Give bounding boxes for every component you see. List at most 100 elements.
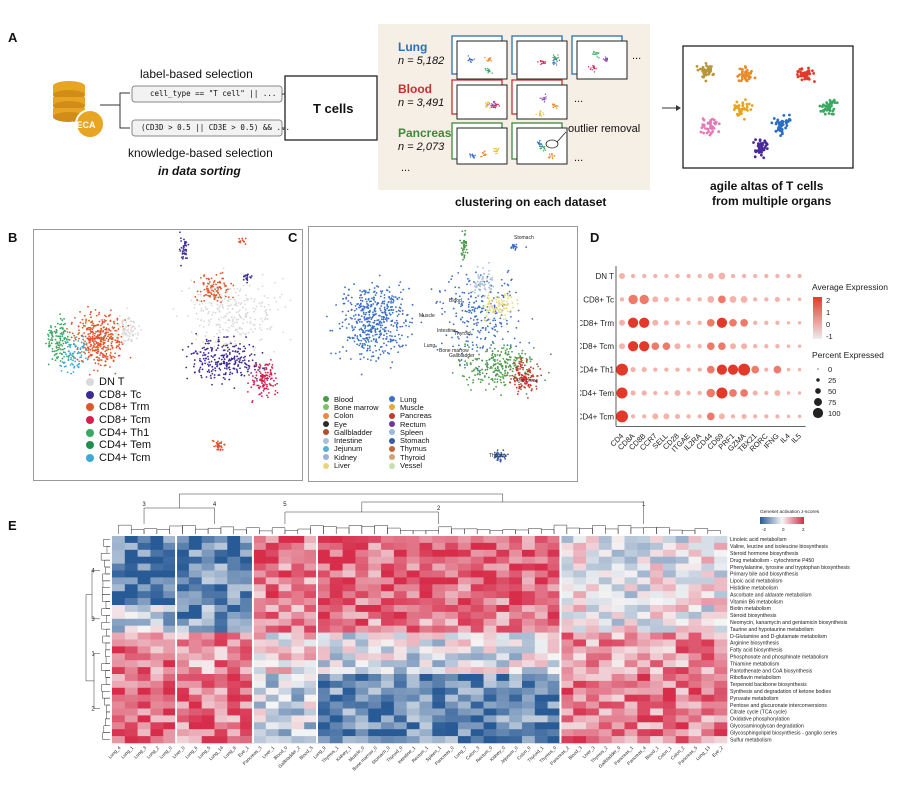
dot-cell [653, 273, 658, 279]
cell-point [351, 325, 353, 327]
cell-point [440, 342, 443, 345]
heatmap-cell [470, 639, 484, 647]
heatmap-cell [188, 715, 202, 723]
cell-point [218, 305, 221, 308]
cell-point [208, 291, 211, 294]
cell-point [354, 304, 357, 307]
cell-point [514, 249, 517, 251]
heatmap-cell [265, 646, 279, 654]
heatmap-cell [496, 708, 510, 716]
heatmap-cell [650, 577, 664, 585]
heatmap-cell [291, 646, 305, 654]
heatmap-cell [509, 584, 523, 592]
cell-point [399, 281, 402, 284]
heatmap-cell [650, 591, 664, 599]
heatmap-cell [637, 674, 651, 682]
heatmap-cell [214, 694, 228, 702]
heatmap-cell [240, 618, 254, 626]
cell-point [504, 361, 507, 364]
heatmap-cell [393, 680, 407, 689]
cell-point [517, 369, 519, 371]
cell-point [379, 295, 382, 298]
heatmap-cell [240, 708, 254, 716]
heatmap-cell [112, 715, 126, 723]
heatmap-cell [240, 605, 254, 613]
cell-point [491, 350, 494, 352]
cell-point [239, 315, 241, 318]
cell-point [105, 357, 108, 360]
cell-point [102, 339, 105, 341]
cell-point [61, 339, 64, 342]
dot-row-label: CD4+ Th1 [580, 366, 615, 375]
heatmap-cell [573, 680, 587, 689]
cell-point [98, 333, 101, 336]
cell-point [395, 325, 398, 328]
heatmap-cell [163, 556, 177, 564]
cell-point [370, 305, 373, 307]
cell-point [542, 113, 545, 116]
cell-point [198, 350, 201, 353]
cell-point [341, 325, 344, 328]
heatmap-cell [714, 708, 728, 716]
cell-point [199, 357, 201, 360]
cell-point [207, 358, 210, 361]
cell-point [75, 336, 78, 339]
cell-point [118, 354, 121, 357]
cell-point [130, 330, 133, 333]
heatmap-cell [624, 549, 638, 557]
cell-point [528, 341, 531, 344]
cell-point [540, 62, 543, 65]
heatmap-cell [393, 715, 407, 723]
cell-point [115, 341, 118, 344]
heatmap-cell [432, 611, 446, 620]
cell-point [240, 333, 242, 336]
heatmap-cell [393, 708, 407, 716]
cell-point [514, 376, 517, 379]
heatmap-cell [214, 536, 228, 544]
cell-point [516, 299, 519, 301]
cell-point [226, 344, 229, 347]
dot-cell [797, 321, 802, 325]
heatmap-cell [252, 591, 267, 599]
heatmap-cell [470, 687, 484, 695]
heatmap-cell [701, 667, 715, 675]
cell-point [830, 101, 834, 105]
cell-point [214, 367, 217, 370]
cell-point [479, 337, 482, 340]
cell-point [79, 348, 82, 351]
heatmap-cell [714, 694, 728, 702]
cell-point [752, 141, 755, 144]
cell-point [66, 355, 68, 358]
heatmap-cell [688, 570, 702, 578]
heatmap-cell [342, 536, 356, 544]
heatmap-cell [650, 680, 664, 689]
cell-point [472, 154, 474, 157]
cell-point [495, 298, 498, 301]
cell-point [374, 331, 377, 333]
heatmap-cell [701, 687, 715, 695]
cell-point [94, 346, 97, 349]
cell-point [274, 281, 276, 284]
cell-point [353, 328, 355, 331]
cell-point [537, 61, 539, 63]
cell-point [99, 324, 102, 327]
cell-point [487, 331, 490, 334]
cell-point [478, 331, 481, 334]
cell-point [532, 375, 535, 378]
heatmap-cell [188, 549, 202, 557]
cell-point [494, 335, 497, 338]
cell-point [521, 349, 524, 352]
cell-point [468, 346, 470, 349]
heatmap-cell [137, 570, 151, 578]
organ-pancreas: Pancreas [398, 126, 452, 140]
cell-point [187, 315, 189, 317]
cell-point [517, 371, 520, 374]
legend-b-item: DN T [86, 376, 151, 389]
cell-point [218, 329, 221, 332]
heatmap-cell [688, 653, 702, 661]
cell-point [494, 363, 497, 366]
cell-point [383, 321, 385, 324]
cell-point [708, 133, 712, 137]
heatmap-cell [176, 598, 190, 606]
pathway-label: Phosphonate and phosphinate metabolism [730, 654, 828, 660]
